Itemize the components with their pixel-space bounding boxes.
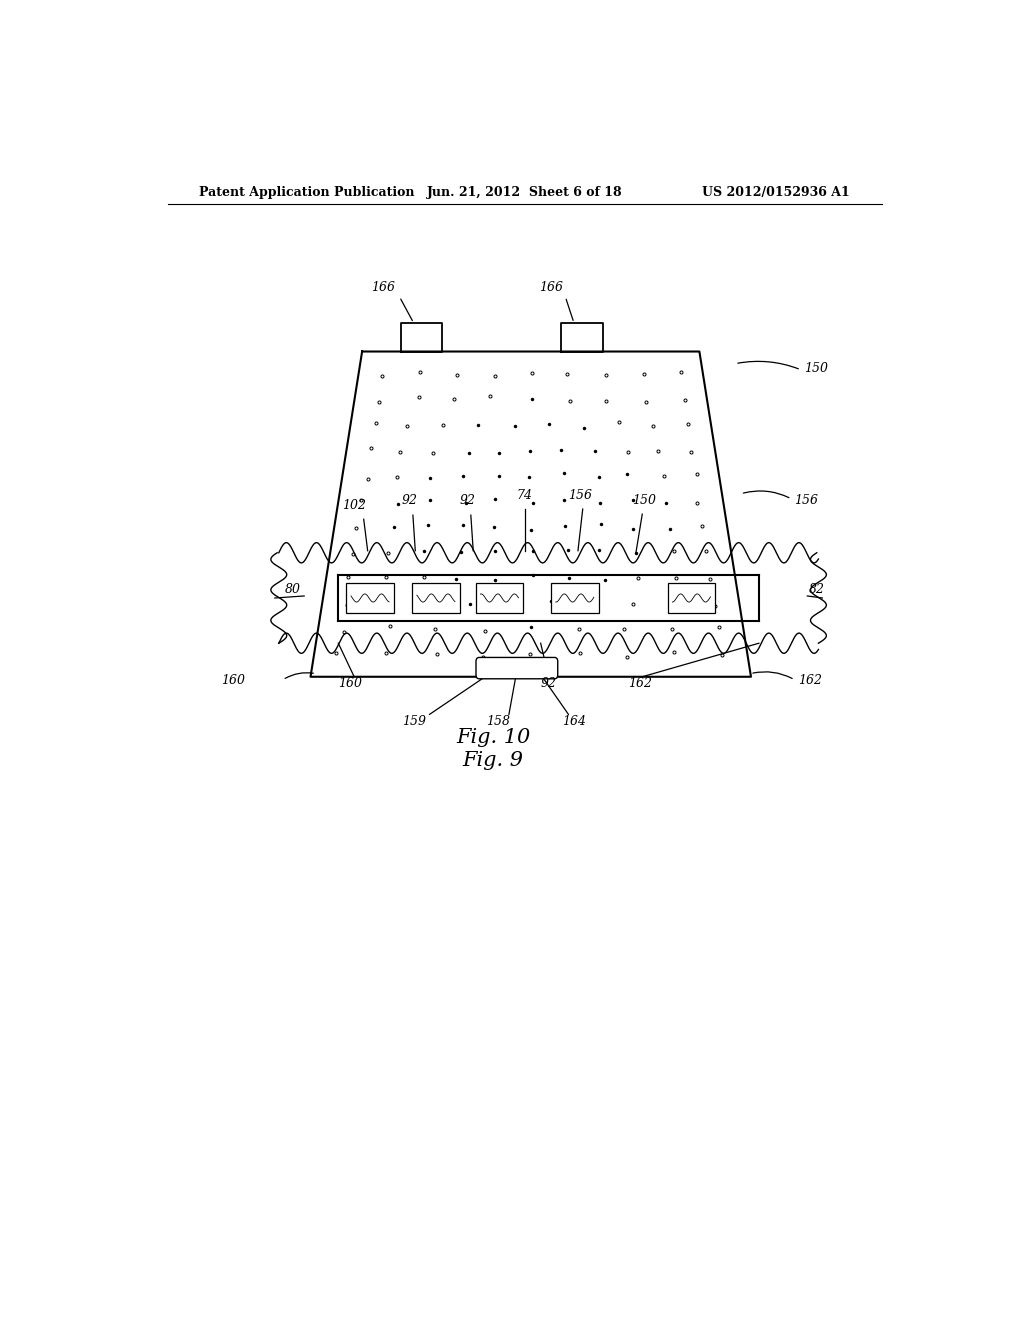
Text: 92: 92 (460, 494, 476, 507)
Text: Patent Application Publication: Patent Application Publication (200, 186, 415, 199)
Text: 159: 159 (401, 714, 426, 727)
Bar (551, 582, 599, 614)
Text: 166: 166 (539, 281, 563, 293)
Bar (668, 582, 715, 614)
Text: 160: 160 (338, 677, 362, 690)
Text: 158: 158 (485, 714, 510, 727)
Text: 162: 162 (799, 675, 822, 686)
Text: 164: 164 (562, 714, 586, 727)
Text: 74: 74 (517, 488, 532, 502)
Text: Jun. 21, 2012  Sheet 6 of 18: Jun. 21, 2012 Sheet 6 of 18 (427, 186, 623, 199)
Bar (412, 582, 460, 614)
Text: 92: 92 (541, 677, 557, 690)
Text: 166: 166 (372, 281, 395, 293)
Text: 156: 156 (795, 494, 818, 507)
Text: US 2012/0152936 A1: US 2012/0152936 A1 (702, 186, 850, 199)
Text: 160: 160 (221, 675, 246, 686)
Text: 150: 150 (632, 494, 655, 507)
Text: Fig. 9: Fig. 9 (463, 751, 523, 770)
Text: 92: 92 (401, 494, 418, 507)
Text: 80: 80 (285, 583, 301, 595)
Text: 156: 156 (568, 488, 592, 502)
Text: 162: 162 (628, 677, 652, 690)
Text: 82: 82 (809, 583, 825, 595)
FancyBboxPatch shape (476, 657, 558, 678)
Text: 102: 102 (342, 499, 367, 512)
Bar (346, 582, 394, 614)
Text: 150: 150 (804, 362, 828, 375)
Bar (475, 582, 523, 614)
Text: Fig. 10: Fig. 10 (456, 729, 530, 747)
